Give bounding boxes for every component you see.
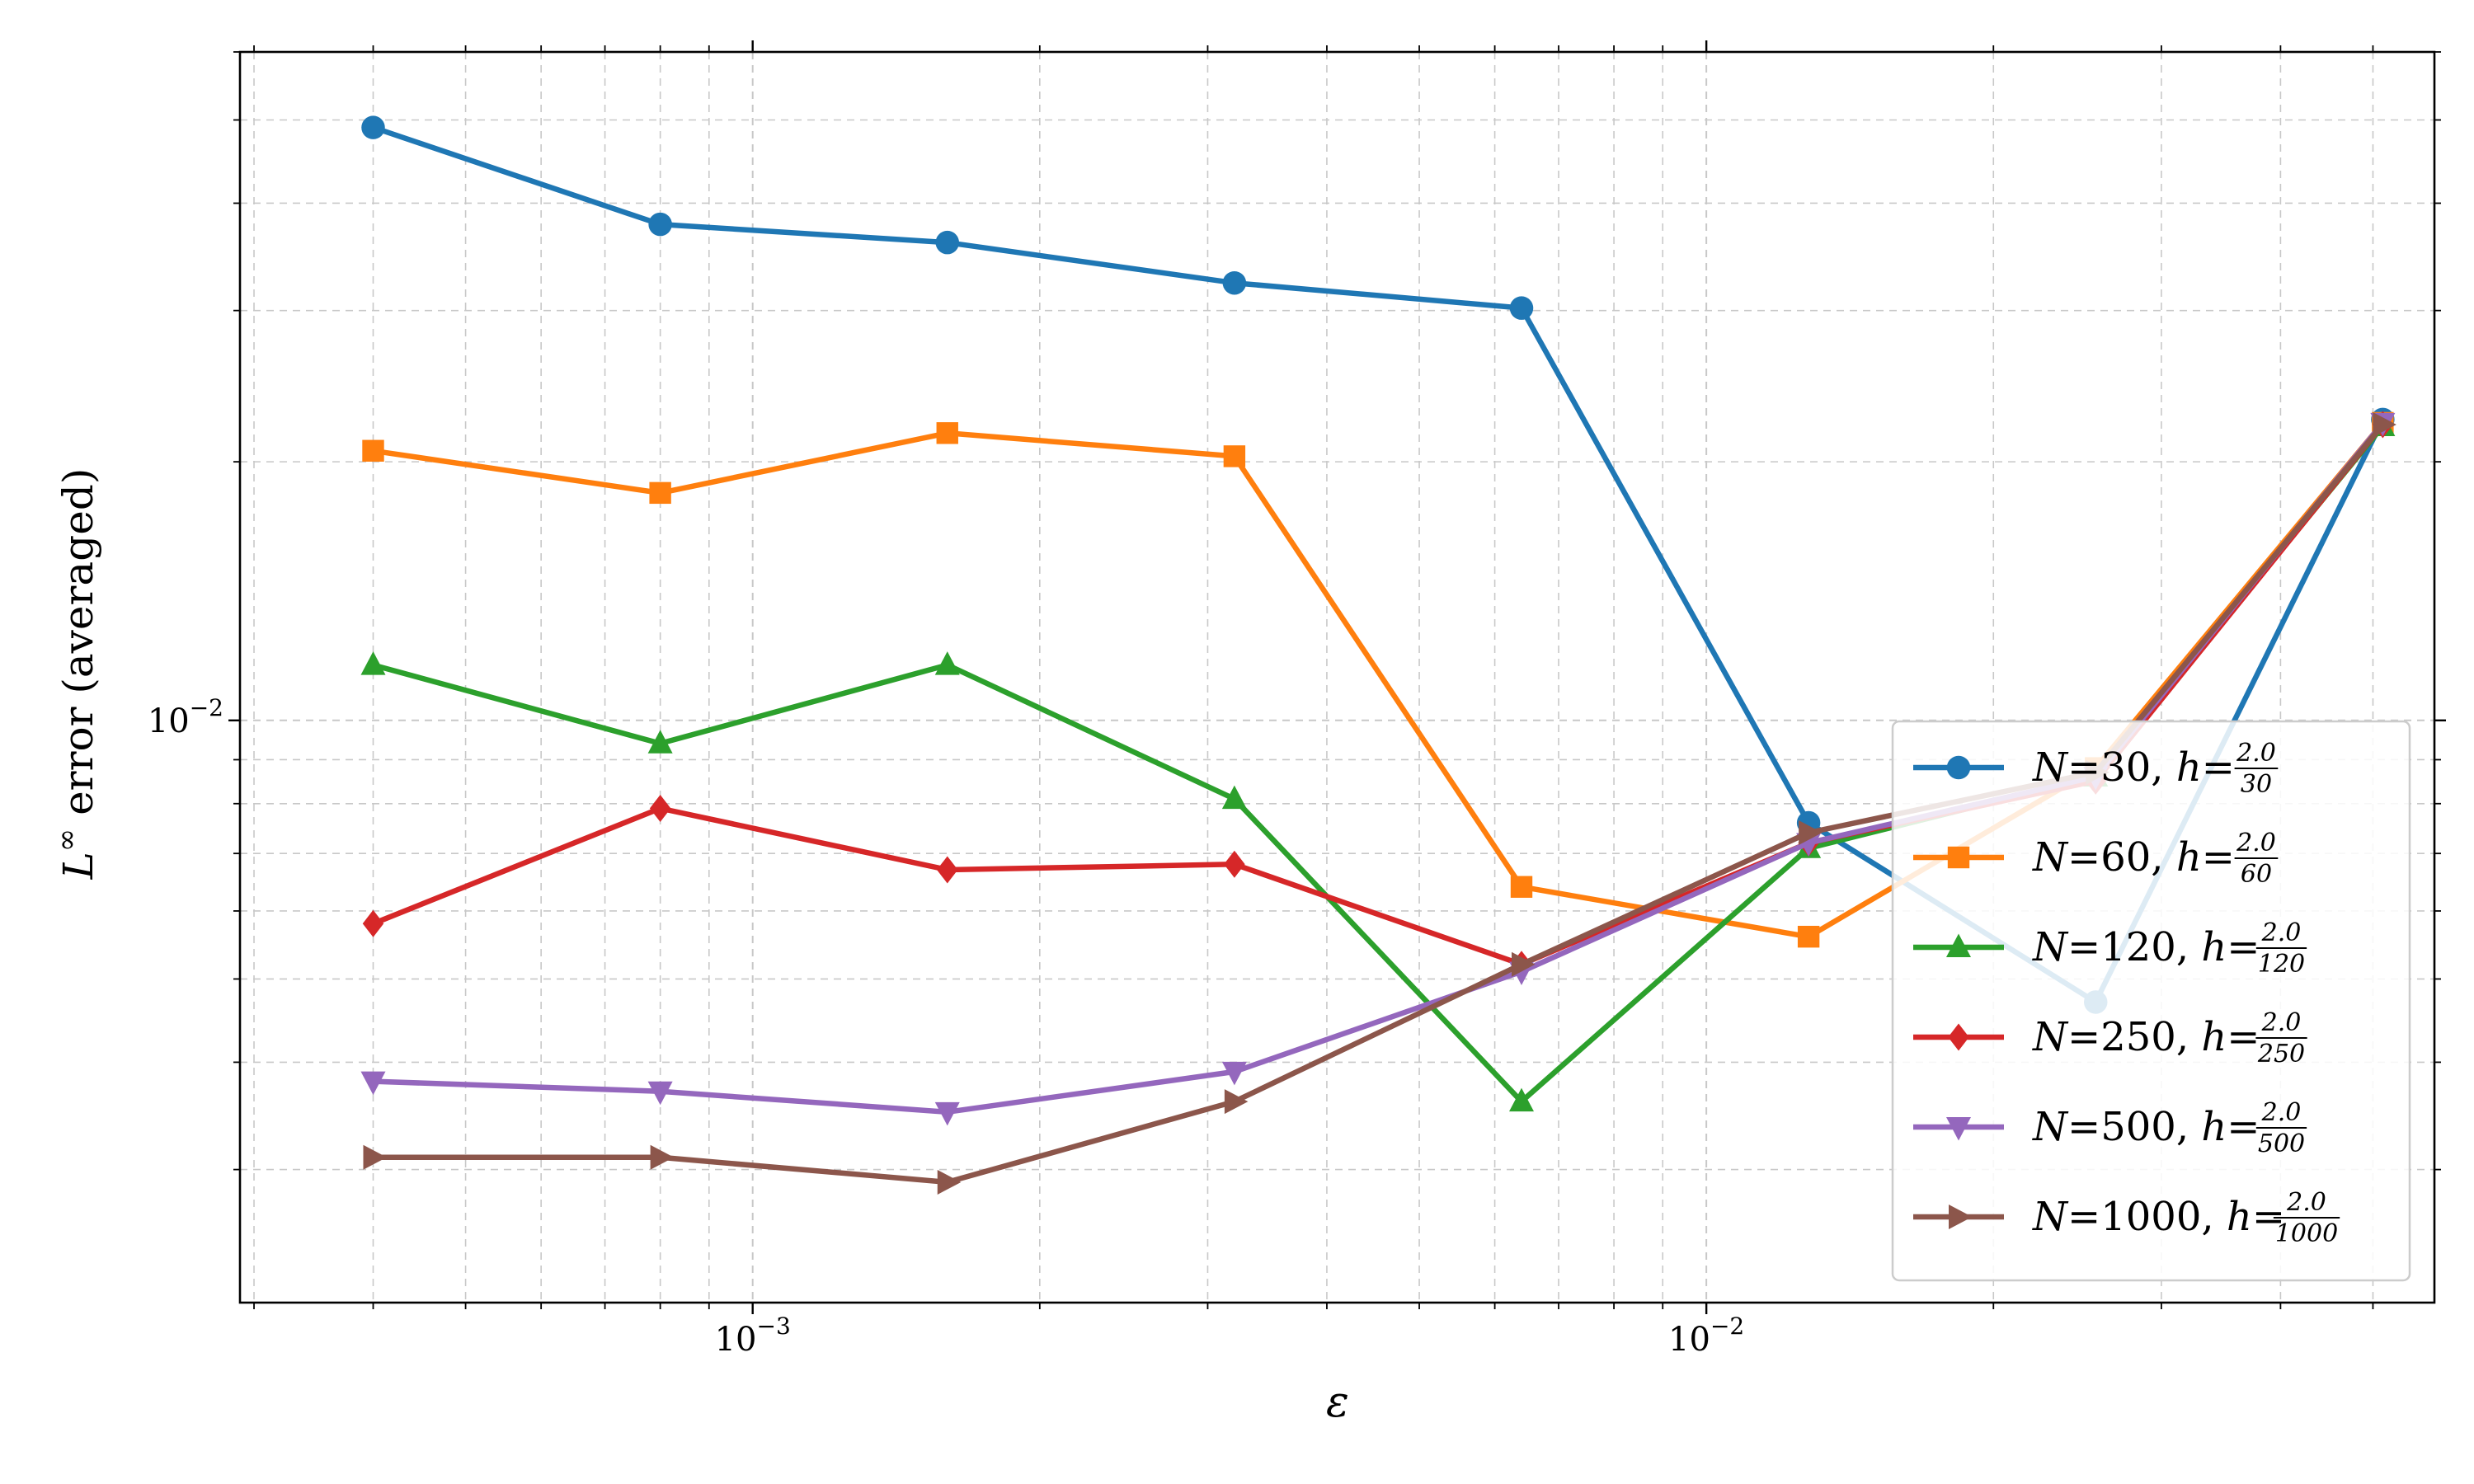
legend-fraction-denominator: 250 — [2257, 1040, 2305, 1068]
legend-entry-60: N=60, h= 2.0 60 — [1913, 829, 2279, 889]
legend-fraction-denominator: 60 — [2241, 860, 2272, 889]
y-axis-label-rest: error (averaged) — [54, 468, 102, 829]
legend-fraction-numerator: 2.0 — [2236, 739, 2276, 768]
data-point — [1224, 1089, 1249, 1115]
legend-label: N=120, h= — [2032, 924, 2260, 970]
legend-fraction-numerator: 2.0 — [2261, 1008, 2302, 1037]
legend-fraction-numerator: 2.0 — [2261, 918, 2302, 947]
legend-label: N=250, h= — [2032, 1014, 2260, 1060]
axis-labels: ε L∞ error (averaged) — [50, 468, 1349, 1427]
legend-marker — [1946, 1117, 1971, 1141]
data-point — [934, 651, 960, 675]
legend-label: N=1000, h= — [2032, 1194, 2285, 1240]
legend-marker — [1948, 1023, 1969, 1051]
data-point — [934, 1101, 960, 1126]
legend-marker — [1946, 933, 1971, 957]
legend-marker — [1947, 846, 1970, 869]
data-point — [1799, 820, 1823, 846]
y-axis-label-base: L — [54, 852, 102, 880]
data-point — [360, 651, 386, 675]
data-point — [360, 1071, 386, 1096]
legend-entry-250: N=250, h= 2.0 250 — [1913, 1008, 2307, 1068]
data-point — [1797, 925, 1820, 948]
y-tick-label: 10−2 — [148, 694, 223, 740]
data-point — [649, 794, 671, 822]
legend-fraction-denominator: 30 — [2241, 770, 2272, 799]
legend-fraction-numerator: 2.0 — [2236, 829, 2276, 857]
legend-fraction-denominator: 120 — [2258, 950, 2305, 979]
data-point — [1509, 1087, 1535, 1112]
data-point — [649, 481, 671, 505]
data-point — [1510, 876, 1533, 898]
legend-box — [1891, 720, 2411, 1282]
legend-label: N=60, h= — [2032, 834, 2235, 881]
legend-fraction-denominator: 500 — [2258, 1129, 2305, 1158]
data-point — [937, 856, 958, 884]
data-point — [650, 1144, 675, 1170]
data-point — [1512, 951, 1536, 977]
data-point — [647, 1081, 673, 1106]
legend-fraction-denominator: 1000 — [2275, 1219, 2338, 1248]
data-point — [1221, 785, 1247, 810]
legend-label: N=30, h= — [2032, 744, 2235, 791]
data-point — [648, 212, 672, 237]
data-point — [647, 730, 673, 754]
data-point — [1221, 1061, 1247, 1086]
legend-marker — [1949, 1205, 1973, 1229]
legend-entry-120: N=120, h= 2.0 120 — [1913, 918, 2307, 979]
data-point — [1224, 850, 1245, 878]
data-point — [1222, 270, 1247, 295]
data-point — [937, 1169, 962, 1195]
legend-entry-30: N=30, h= 2.030 — [1913, 739, 2279, 799]
legend-marker — [1946, 755, 1971, 780]
data-point — [1223, 445, 1246, 467]
data-point — [362, 439, 384, 462]
x-axis-label: ε — [1326, 1378, 1349, 1427]
data-point — [2373, 411, 2396, 437]
x-tick-label: 10−3 — [715, 1313, 791, 1359]
data-point — [361, 115, 385, 139]
data-point — [1509, 296, 1534, 320]
plot-frame — [238, 50, 2436, 1304]
data-point — [362, 909, 384, 937]
x-tick-label: 10−2 — [1668, 1313, 1744, 1359]
data-point — [935, 230, 960, 255]
legend-fraction-numerator: 2.0 — [2261, 1098, 2302, 1127]
ticks: 10−3 10−2 10−2 — [148, 40, 2446, 1359]
y-axis-label: L∞ error (averaged) — [50, 468, 102, 881]
data-point — [936, 422, 958, 444]
data-point — [363, 1144, 388, 1170]
legend-label: N=500, h= — [2032, 1104, 2260, 1150]
legend-fraction-numerator: 2.0 — [2286, 1188, 2326, 1217]
y-axis-label-superscript: ∞ — [50, 829, 83, 852]
